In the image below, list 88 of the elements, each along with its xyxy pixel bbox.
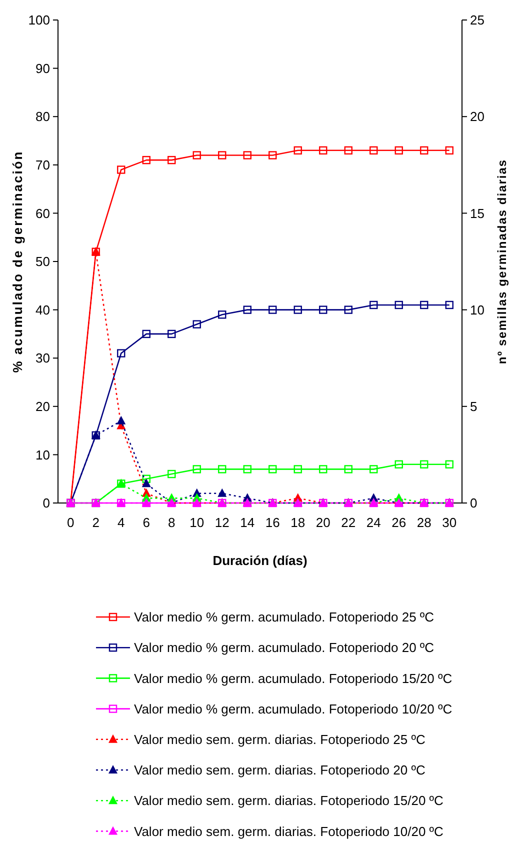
point [294, 306, 302, 314]
point [294, 146, 302, 155]
y2-tick-label: 25 [470, 12, 484, 28]
y-tick-label: 80 [36, 109, 50, 124]
legend-label: Valor medio % germ. acumulado. Fotoperiodo 25 ºC [134, 610, 434, 625]
point [218, 151, 226, 160]
point [445, 460, 454, 468]
point [420, 460, 428, 468]
point [370, 146, 378, 155]
point [445, 300, 454, 310]
point [218, 310, 226, 319]
point [142, 330, 150, 338]
x-tick-label: 20 [316, 515, 330, 530]
y-tick-label: 50 [36, 254, 50, 270]
point [420, 146, 428, 155]
y2-tick-label: 0 [470, 496, 478, 511]
point [344, 465, 352, 474]
point [142, 474, 150, 483]
point [445, 146, 454, 155]
y-tick-label: 90 [36, 60, 50, 76]
legend-label: Valor medio sem. germ. diarias. Fotoperiodo 10/20 ºC [134, 824, 444, 839]
point [168, 470, 176, 478]
x-tick-label: 14 [240, 515, 255, 530]
point [319, 465, 328, 474]
point [319, 306, 328, 314]
y-axis-title: % acumulado de germinación [10, 150, 25, 373]
y-tick-label: 60 [36, 206, 50, 221]
x-tick-label: 28 [416, 515, 432, 530]
point [243, 151, 252, 160]
y2-tick-label: 15 [470, 206, 484, 221]
point [142, 156, 150, 164]
point [117, 349, 126, 358]
point [192, 320, 201, 328]
legend-label: Valor medio sem. germ. diarias. Fotoperiodo 20 ºC [134, 762, 426, 778]
y2-tick-label: 20 [470, 109, 484, 124]
point [218, 488, 227, 497]
y-tick-label: 40 [36, 302, 50, 318]
point [268, 465, 277, 474]
x-tick-label: 16 [265, 515, 280, 530]
point [344, 146, 352, 155]
point [116, 416, 126, 424]
point [168, 330, 176, 338]
legend-label: Valor medio sem. germ. diarias. Fotoperiodo 15/20 ºC [134, 793, 444, 808]
legend-label: Valor medio % germ. acumulado. Fotoperiodo 20 ºC [134, 640, 434, 656]
y-tick-label: 30 [36, 350, 50, 366]
point [294, 465, 302, 474]
y-tick-label: 10 [36, 447, 50, 462]
y2-tick-label: 5 [470, 398, 478, 414]
x-tick-label: 2 [92, 515, 100, 530]
y-tick-label: 100 [28, 12, 50, 28]
point [268, 151, 277, 160]
y-tick-label: 70 [36, 157, 50, 172]
point [192, 151, 201, 160]
point [142, 478, 151, 488]
point [344, 306, 352, 314]
point [117, 166, 126, 174]
x-tick-label: 10 [190, 515, 204, 530]
point [168, 156, 176, 164]
point [268, 306, 277, 314]
legend-label: Valor medio % germ. acumulado. Fotoperiodo 10/20 ºC [134, 701, 452, 716]
point [370, 300, 378, 310]
x-tick-label: 6 [142, 515, 150, 530]
x-tick-label: 26 [392, 515, 406, 530]
x-tick-label: 0 [67, 515, 74, 530]
y2-tick-label: 10 [470, 302, 484, 318]
point [218, 465, 226, 474]
point [243, 306, 252, 314]
point [394, 146, 403, 155]
x-tick-label: 24 [366, 515, 381, 530]
point [394, 300, 403, 310]
x-tick-label: 12 [214, 515, 230, 530]
x-tick-label: 18 [290, 515, 306, 530]
legend-label: Valor medio sem. germ. diarias. Fotoperiodo 25 ºC [134, 732, 426, 747]
y-tick-label: 0 [42, 496, 50, 511]
x-tick-label: 22 [341, 515, 356, 530]
point [420, 300, 428, 310]
point [319, 146, 328, 155]
x-tick-label: 8 [168, 515, 176, 530]
x-tick-label: 4 [118, 515, 125, 530]
legend-label: Valor medio % germ. acumulado. Fotoperiodo 15/20 ºC [134, 670, 452, 686]
x-tick-label: 30 [442, 515, 457, 530]
y2-axis-title: nº semillas germinadas diarias [495, 158, 509, 364]
x-axis-title: Duración (días) [212, 553, 308, 568]
y-tick-label: 20 [36, 398, 50, 414]
point [192, 465, 201, 474]
point [243, 465, 252, 474]
point [370, 465, 378, 474]
point [394, 460, 403, 468]
